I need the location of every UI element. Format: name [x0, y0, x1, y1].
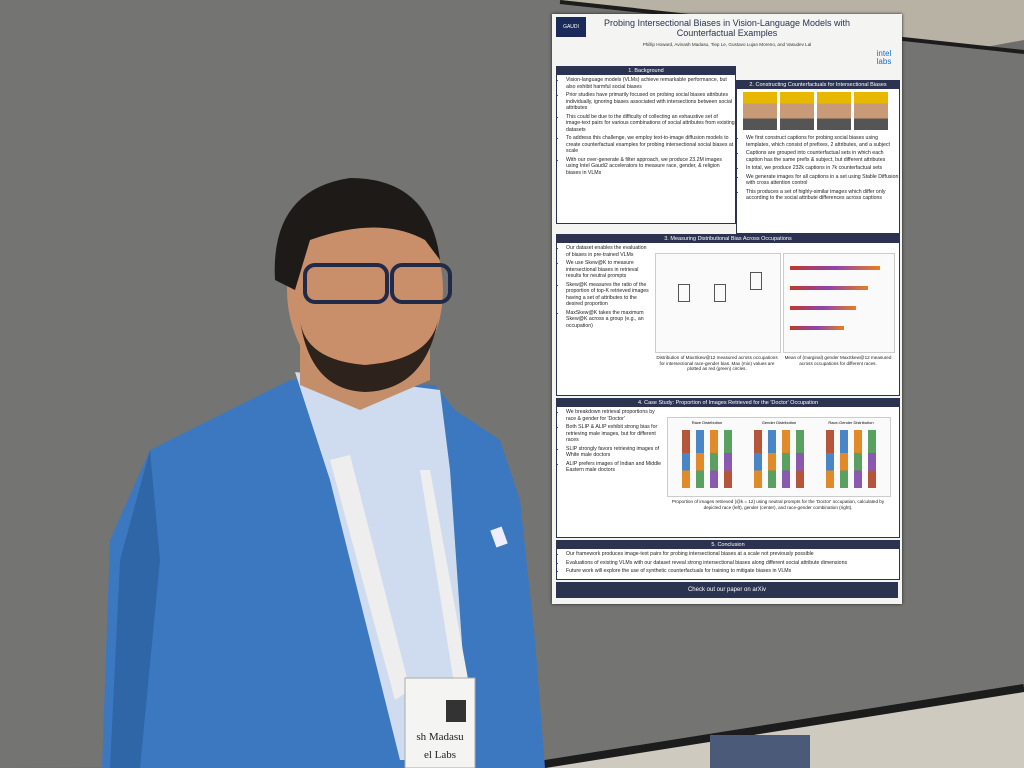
bullet-list: We first construct captions for probing … [737, 135, 899, 202]
photo [743, 92, 777, 130]
section-heading: 3. Measuring Distributional Bias Across … [557, 235, 899, 243]
figure-caption: Distribution of MaxSkew@12 measured acro… [656, 355, 778, 371]
mini-chart: Race Distribution [676, 420, 738, 492]
box [678, 284, 690, 302]
section-heading: 2. Constructing Counterfactuals for Inte… [737, 81, 899, 89]
hbar [790, 326, 844, 330]
section-heading: 1. Background [557, 67, 735, 75]
stacked-bar [682, 430, 690, 488]
bullet: In total, we produce 232k captions in 7k… [746, 165, 899, 172]
figure-caption: Proportion of images retrieved (@k = 12)… [671, 499, 885, 510]
mini-chart-title: Gender Distribution [761, 420, 797, 425]
mini-chart-title: Race-Gender Distribution [828, 420, 874, 425]
mini-chart: Gender Distribution [748, 420, 810, 492]
bullet: We breakdown retrieval proportions by ra… [566, 409, 664, 422]
figure-area: Distribution of MaxSkew@12 measured acro… [655, 247, 895, 391]
bullet: Evaluations of existing VLMs with our da… [566, 560, 899, 567]
section-heading: 4. Case Study: Proportion of Images Retr… [557, 399, 899, 407]
mini-chart: Race-Gender Distribution [820, 420, 882, 492]
stacked-bar [710, 430, 718, 488]
stacked-bar [826, 430, 834, 488]
badge-name: sh Madasu [416, 731, 464, 743]
poster-section: 1. Background Vision-language models (VLM… [556, 66, 736, 224]
stacked-bar [754, 430, 762, 488]
bullet: ALIP prefers images of Indian and Middle… [566, 461, 664, 474]
figure: Race Distribution Gender Distribution Race… [667, 417, 891, 497]
photo [817, 92, 851, 130]
bullet: This could be due to the difficulty of c… [566, 114, 735, 134]
bullet: This produces a set of highly-similar im… [746, 189, 899, 202]
poster-footer: Check out our paper on arXiv [556, 582, 898, 598]
stacked-bar [840, 430, 848, 488]
hbar [790, 286, 868, 290]
logo: GAUDI [556, 17, 586, 37]
logo: intel labs [876, 49, 892, 66]
hbar [790, 306, 856, 310]
photo-row [737, 89, 899, 133]
bullet: MaxSkew@K takes the maximum Skew@K acros… [566, 310, 652, 330]
photo [854, 92, 888, 130]
poster: GAUDI Probing Intersectional Biases in V… [552, 14, 902, 604]
bullet: Future work will explore the use of synt… [566, 568, 899, 575]
stacked-bar [782, 430, 790, 488]
stacked-bar [768, 430, 776, 488]
bullet: Prior studies have primarily focused on … [566, 92, 735, 112]
poster-section: 4. Case Study: Proportion of Images Retr… [556, 398, 900, 538]
bullet: Vision-language models (VLMs) achieve re… [566, 77, 735, 90]
mini-chart-title: Race Distribution [691, 420, 723, 425]
bullet: SLIP strongly favors retrieving images o… [566, 446, 664, 459]
figure-caption: Mean of (marginal) gender MaxSkew@12 mea… [784, 355, 892, 366]
poster-section: 2. Constructing Counterfactuals for Inte… [736, 80, 900, 234]
photo [780, 92, 814, 130]
poster-authors: Phillip Howard, Avinash Madasu, Tiep Le,… [642, 42, 812, 47]
figure-area: Race Distribution Gender Distribution Race… [667, 411, 895, 533]
bullet: We generate images for all captions in a… [746, 174, 899, 187]
poster-section: 5. Conclusion Our framework produces imag… [556, 540, 900, 580]
bullet: We use Skew@K to measure intersectional … [566, 260, 652, 280]
bullet: Skew@K measures the ratio of the proport… [566, 282, 652, 308]
bullet: Our dataset enables the evaluation of bi… [566, 245, 652, 258]
bullet-list: Vision-language models (VLMs) achieve re… [557, 77, 735, 176]
stacked-bar [796, 430, 804, 488]
section-heading: 5. Conclusion [557, 541, 899, 549]
bullet: With our over-generate & filter approach… [566, 157, 735, 177]
bullet: Captions are grouped into counterfactual… [746, 150, 899, 163]
bullet: Our framework produces image-text pairs … [566, 551, 899, 558]
figure [655, 253, 781, 353]
bullet-list: We breakdown retrieval proportions by ra… [557, 409, 664, 474]
bullet-list: Our dataset enables the evaluation of bi… [557, 245, 652, 329]
stacked-bar [854, 430, 862, 488]
hbar [790, 266, 880, 270]
stacked-bar [696, 430, 704, 488]
poster-title: Probing Intersectional Biases in Vision-… [604, 18, 850, 39]
poster-section: 3. Measuring Distributional Bias Across … [556, 234, 900, 396]
bullet: To address this challenge, we employ tex… [566, 135, 735, 155]
badge-org: el Labs [424, 749, 456, 761]
stacked-bar [868, 430, 876, 488]
bullet: We first construct captions for probing … [746, 135, 899, 148]
figure [783, 253, 895, 353]
stacked-bar [724, 430, 732, 488]
box [714, 284, 726, 302]
bullet: Both SLIP & ALIP exhibit strong bias for… [566, 424, 664, 444]
box [750, 272, 762, 290]
bullet-list: Our framework produces image-text pairs … [557, 551, 899, 575]
